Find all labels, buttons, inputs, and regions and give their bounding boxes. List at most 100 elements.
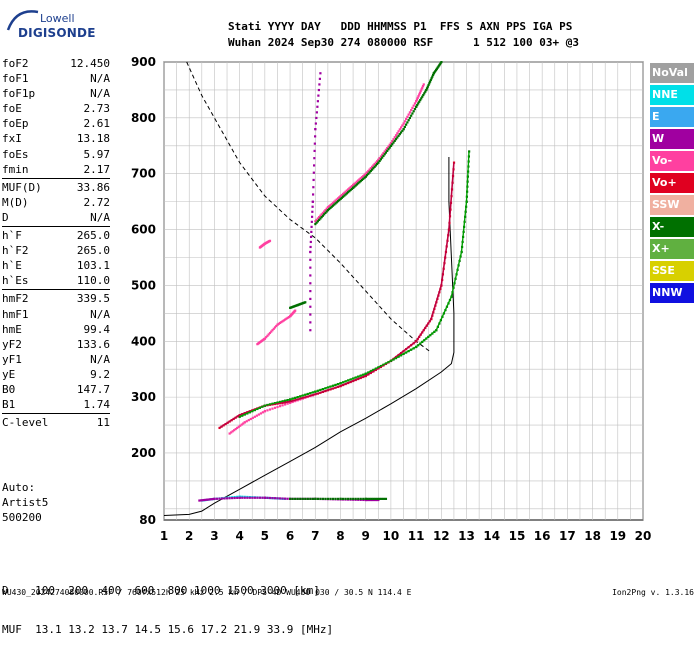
trace-point [309, 258, 312, 261]
trace-point [360, 176, 364, 179]
trace-point [282, 319, 285, 322]
param-value: 103.1 [76, 259, 110, 273]
trace-point [201, 499, 204, 502]
trace-point [431, 75, 434, 78]
trace-point [381, 153, 384, 156]
param-row: foF2 12.450 [2, 56, 110, 71]
param-row: h`E 103.1 [2, 258, 110, 273]
trace-point [211, 497, 215, 501]
trace-point [377, 498, 380, 502]
trace-point [362, 177, 365, 180]
x-tick-label: 13 [458, 529, 475, 543]
auto-info: Auto: Artist5 500200 [2, 480, 48, 525]
trace-point [386, 147, 389, 150]
logo-text-bottom: DIGISONDE [18, 26, 96, 40]
trace-point [394, 134, 398, 137]
param-row: fmin 2.17 [2, 162, 110, 177]
trace-point [268, 496, 272, 500]
trace-point [326, 206, 330, 209]
trace-point [387, 145, 390, 148]
trace-point [374, 497, 377, 500]
trace-point [336, 497, 340, 500]
trace-point [369, 169, 372, 173]
x-tick-label: 9 [362, 529, 370, 543]
trace-point [289, 401, 292, 404]
trace-point [270, 330, 273, 333]
trace-point [230, 431, 233, 434]
trace-point [215, 497, 219, 500]
trace-point [399, 131, 403, 134]
trace-point [387, 148, 390, 151]
trace-point [331, 201, 335, 204]
trace-point [289, 497, 292, 500]
trace-point [432, 72, 435, 75]
x-tick-label: 3 [210, 529, 218, 543]
trace-point [309, 305, 312, 308]
trace-point [324, 211, 327, 215]
trace-point [256, 496, 259, 499]
trace-point [281, 497, 284, 500]
trace-point [430, 77, 433, 80]
x-tick-label: 10 [383, 529, 400, 543]
param-label: fmin [2, 162, 29, 176]
trace-point [236, 426, 239, 430]
trace-point [378, 497, 382, 500]
trace-point [324, 497, 327, 500]
trace-point [379, 155, 383, 158]
x-tick-label: 6 [286, 529, 294, 543]
trace-point [266, 409, 269, 412]
trace-point [383, 153, 386, 156]
trace-point [277, 322, 280, 325]
trace-point [276, 405, 279, 409]
trace-point [389, 141, 393, 145]
trace-point [374, 161, 377, 164]
trace-point [368, 498, 371, 502]
trace-point [313, 164, 316, 167]
trace-point [317, 88, 320, 92]
trace-point [294, 400, 297, 403]
trace-point [347, 497, 350, 500]
trace-point [421, 95, 424, 98]
trace-point [349, 186, 352, 189]
trace-point [415, 105, 418, 108]
trace-point [396, 136, 399, 139]
trace-point [233, 429, 236, 432]
trace-point [407, 113, 410, 116]
trace-point [372, 498, 375, 502]
trace-point [405, 123, 408, 126]
legend-item: NoVal [650, 63, 694, 83]
trace-point [393, 139, 396, 142]
trace-point [326, 209, 330, 212]
trace-point [413, 102, 417, 105]
y-tick-label: 200 [131, 446, 156, 460]
param-value: 2.72 [83, 195, 111, 209]
trace-point [267, 333, 270, 336]
trace-point [338, 198, 341, 202]
trace-point [372, 167, 375, 170]
trace-point [333, 203, 336, 206]
trace-point [341, 497, 345, 500]
trace-point [253, 496, 256, 499]
trace-point [379, 158, 383, 161]
trace-point [357, 497, 360, 500]
trace-point [376, 160, 379, 163]
trace-point [253, 415, 256, 418]
param-row: D N/A [2, 210, 110, 225]
param-label: hmF1 [2, 307, 29, 321]
trace-point [384, 148, 388, 151]
param-row: yF1 N/A [2, 352, 110, 367]
trace-point [419, 90, 422, 93]
trace-point [309, 290, 312, 293]
trace-point [319, 72, 322, 75]
y-tick-label: 600 [131, 223, 156, 237]
header-labels: Stati YYYY DAY DDD HHMMSS P1 FFS S AXN P… [228, 20, 573, 33]
param-value: 13.18 [76, 132, 110, 146]
param-value: 133.6 [76, 337, 110, 351]
trace-point [319, 497, 322, 500]
trace-point [421, 86, 424, 89]
trace-point [360, 178, 364, 182]
trace-point [198, 499, 201, 502]
trace-point [273, 406, 277, 409]
trace-point [331, 204, 335, 207]
param-value: 9.2 [90, 367, 110, 381]
